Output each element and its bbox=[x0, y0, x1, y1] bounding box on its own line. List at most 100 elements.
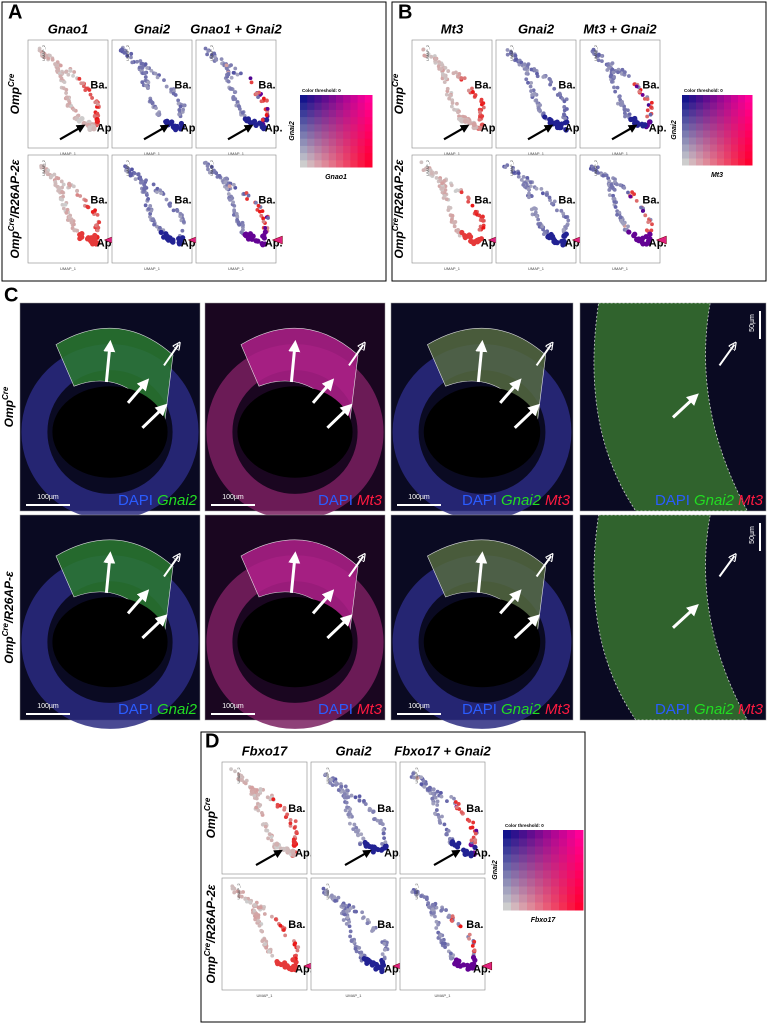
umap-point bbox=[169, 87, 174, 92]
umap-point bbox=[239, 894, 244, 899]
row-label: OmpCre bbox=[1, 386, 16, 427]
umap-point bbox=[95, 102, 100, 107]
lumen bbox=[237, 386, 353, 478]
legend-cell bbox=[543, 862, 552, 871]
arrow bbox=[671, 393, 699, 419]
umap-point bbox=[162, 78, 166, 83]
umap-point bbox=[527, 195, 531, 200]
axis-label: UMAP_2 bbox=[41, 44, 46, 61]
lumen bbox=[423, 597, 541, 688]
umap-point bbox=[610, 61, 615, 66]
umap-point bbox=[333, 780, 338, 785]
arrowhead bbox=[271, 235, 283, 245]
umap-point bbox=[125, 53, 130, 58]
umap-point bbox=[161, 234, 167, 240]
legend-cell bbox=[696, 144, 704, 152]
legend-cell bbox=[559, 862, 568, 871]
umap-point bbox=[410, 890, 415, 894]
umap-point bbox=[354, 825, 359, 830]
umap-point bbox=[647, 231, 653, 237]
umap-point bbox=[448, 951, 453, 956]
axis-label: UMAP_1 bbox=[345, 993, 362, 998]
umap-point bbox=[612, 74, 616, 79]
legend-cell bbox=[364, 159, 373, 168]
legend-cell bbox=[357, 102, 366, 110]
umap-point bbox=[260, 810, 264, 815]
legend-cell bbox=[703, 158, 711, 166]
lumen bbox=[52, 597, 168, 688]
open-arrow bbox=[348, 345, 363, 366]
annotation: Ba. bbox=[474, 194, 491, 206]
axis-label: UMAP_2 bbox=[236, 883, 241, 900]
scale-bar-label: 100µm bbox=[37, 494, 59, 501]
umap-point bbox=[164, 197, 169, 202]
umap-point bbox=[479, 97, 484, 102]
umap-point bbox=[648, 112, 653, 117]
legend-cell bbox=[731, 144, 739, 152]
umap-point bbox=[478, 110, 482, 115]
umap-point bbox=[288, 821, 293, 826]
umap-point bbox=[419, 894, 424, 898]
umap-point bbox=[92, 238, 98, 244]
legend-cell bbox=[724, 158, 732, 166]
axis-label: UMAP_1 bbox=[434, 993, 451, 998]
umap-point bbox=[321, 886, 326, 891]
umap-point bbox=[450, 101, 455, 105]
umap-point bbox=[473, 93, 478, 97]
umap-point bbox=[546, 235, 552, 241]
annotation: Ap. bbox=[295, 848, 313, 860]
umap-point bbox=[372, 817, 376, 822]
stain-name: Gnai2 bbox=[501, 701, 542, 718]
umap-point bbox=[129, 172, 134, 176]
axis-label: UMAP_1 bbox=[528, 266, 545, 271]
legend-cell bbox=[682, 109, 690, 117]
umap-point bbox=[238, 890, 243, 895]
umap-point bbox=[562, 239, 568, 246]
umap-point bbox=[66, 72, 71, 77]
legend-cell bbox=[559, 854, 568, 863]
umap-point bbox=[267, 832, 272, 837]
umap-point bbox=[456, 74, 460, 79]
legend-cell bbox=[511, 862, 520, 871]
umap-point bbox=[455, 959, 461, 965]
umap-point bbox=[56, 176, 61, 181]
umap-point bbox=[632, 118, 638, 124]
legend-cell bbox=[689, 123, 697, 131]
umap-point bbox=[353, 946, 358, 951]
axis-label: UMAP_1 bbox=[444, 151, 461, 156]
legend-cell bbox=[307, 95, 315, 103]
annotation: Ap. bbox=[649, 122, 667, 134]
arrow bbox=[141, 614, 168, 640]
umap-point bbox=[53, 183, 58, 187]
row-label-base: Omp bbox=[392, 87, 406, 114]
legend-cell bbox=[357, 109, 366, 118]
stain-name: DAPI bbox=[318, 701, 353, 718]
umap-point bbox=[607, 188, 612, 192]
legend-cell bbox=[745, 158, 753, 166]
umap-point bbox=[419, 782, 424, 787]
umap-point bbox=[440, 181, 445, 186]
axis-label: UMAP_1 bbox=[256, 993, 273, 998]
legend-cell bbox=[519, 830, 528, 839]
legend-cell bbox=[535, 886, 544, 895]
legend-cell bbox=[503, 846, 512, 855]
umap-point bbox=[549, 80, 553, 84]
umap-point bbox=[536, 222, 541, 226]
umap-point bbox=[67, 215, 72, 220]
umap-point bbox=[143, 75, 148, 79]
umap-point bbox=[452, 224, 457, 229]
umap-point bbox=[621, 221, 626, 226]
umap-point bbox=[547, 76, 552, 81]
umap-point bbox=[357, 946, 361, 950]
axis-label: UMAP_1 bbox=[444, 266, 461, 271]
legend-cell bbox=[357, 95, 366, 103]
umap-point bbox=[226, 192, 231, 196]
legend-cell bbox=[710, 158, 718, 166]
legend-cell bbox=[689, 116, 697, 124]
umap-point bbox=[243, 231, 249, 237]
umap-point bbox=[264, 117, 270, 123]
umap-point bbox=[449, 841, 455, 847]
umap-point bbox=[55, 63, 60, 68]
umap-point bbox=[450, 98, 455, 103]
umap-point bbox=[209, 164, 214, 169]
